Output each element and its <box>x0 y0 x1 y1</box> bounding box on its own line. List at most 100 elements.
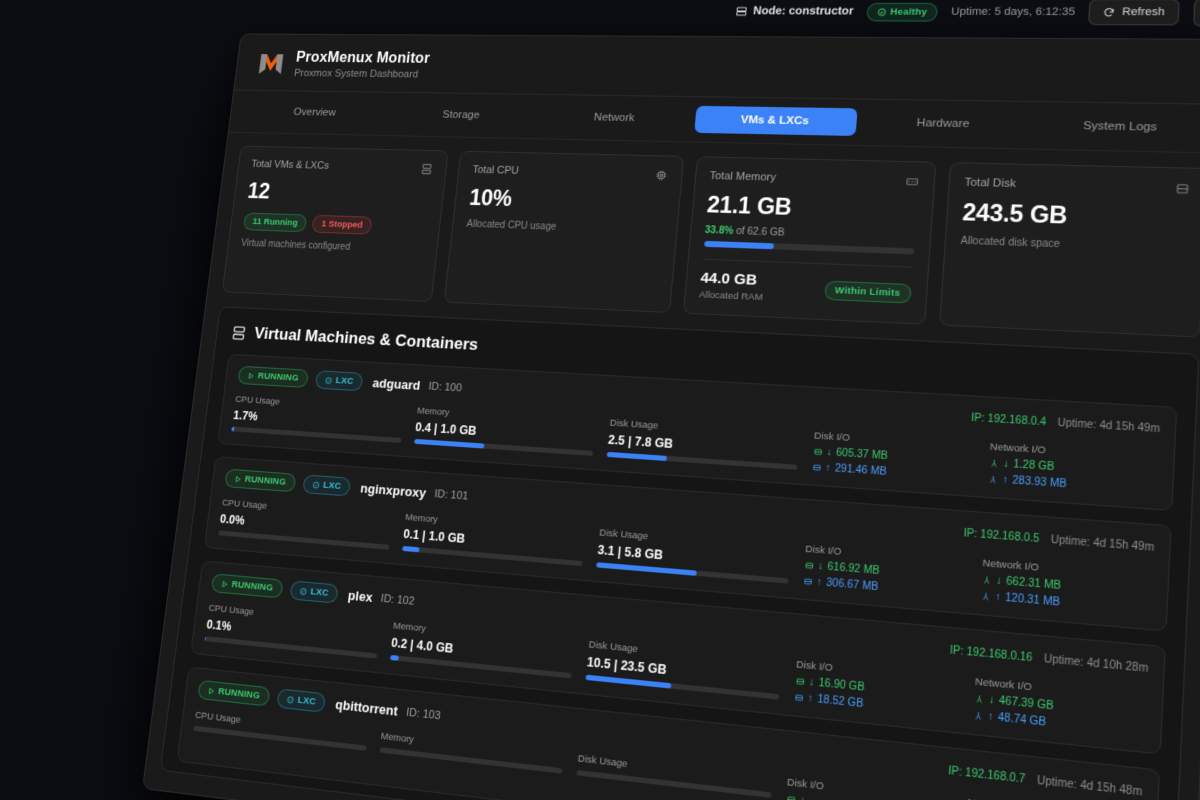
card-total-vms-note: Virtual machines configured <box>240 238 351 253</box>
vm-status-badge: RUNNING <box>224 468 297 493</box>
vm-type-badge: LXC <box>289 580 340 604</box>
card-total-disk-value: 243.5 GB <box>961 198 1068 229</box>
vm-memory-metric: Memory <box>377 731 565 795</box>
vm-type-label: LXC <box>335 375 355 387</box>
network-icon <box>989 458 1000 468</box>
up-arrow-icon: ↑ <box>807 692 814 706</box>
network-icon <box>981 575 992 586</box>
memory-meter-row: 33.8% of 62.6 GB <box>703 225 915 255</box>
network-icon <box>988 474 999 484</box>
vm-disk-metric: Disk Usage <box>574 753 772 800</box>
vm-network-meta: IP: 192.168.0.7 Uptime: 4d 15h 48m <box>948 765 1143 799</box>
hard-drive-icon <box>1175 182 1190 196</box>
vm-disk-metric: Disk Usage 10.5 | 23.5 GB <box>585 639 782 702</box>
vm-network-meta: IP: 192.168.0.5 Uptime: 4d 15h 49m <box>963 528 1154 554</box>
vm-status-label: RUNNING <box>231 579 274 594</box>
vm-name: qbittorrent <box>334 696 399 719</box>
hard-drive-icon <box>811 463 821 473</box>
network-icon <box>980 591 991 602</box>
down-arrow-icon: ↓ <box>1002 458 1010 471</box>
down-arrow-icon: ↓ <box>988 694 995 707</box>
up-arrow-icon: ↑ <box>1001 474 1009 487</box>
dashboard-window-perspective: Node: constructor Healthy Uptime: 5 days… <box>142 0 1200 800</box>
up-arrow-icon: ↑ <box>816 576 823 589</box>
box-icon <box>286 695 294 704</box>
hard-drive-icon <box>804 560 814 570</box>
vm-status-label: RUNNING <box>244 473 287 488</box>
memory-percent: 33.8% <box>704 225 734 237</box>
vm-uptime: Uptime: 4d 15h 49m <box>1050 534 1155 555</box>
hard-drive-icon <box>785 794 795 800</box>
allocated-ram-value: 44.0 GB <box>699 269 758 289</box>
vm-type-label: LXC <box>296 694 317 708</box>
vm-diskio-metric: Disk I/O ↓ 605.37 MB ↑ 291.46 MB <box>811 430 975 484</box>
vm-netio-metric: Network I/O ↓ 467.39 GB ↑ 48.74 GB <box>973 676 1148 739</box>
vm-uptime: Uptime: 4d 15h 48m <box>1036 774 1143 799</box>
vm-disk-metric: Disk Usage 2.5 | 7.8 GB <box>606 418 800 472</box>
card-total-memory: Total Memory 21.1 GB 33.8% <box>682 156 937 325</box>
vm-netio-metric: Network I/O ↓ 662.31 MB ↑ 120.31 MB <box>980 557 1153 616</box>
vm-memory-metric: Memory 0.4 | 1.0 GB <box>413 406 596 458</box>
vm-network-meta: IP: 192.168.0.4 Uptime: 4d 15h 49m <box>971 412 1160 435</box>
refresh-icon <box>1103 7 1116 18</box>
refresh-button[interactable]: Refresh <box>1088 0 1180 26</box>
network-icon <box>974 694 985 705</box>
tab-overview[interactable]: Overview <box>293 106 337 119</box>
card-total-vms-label: Total VMs & LXCs <box>250 158 330 172</box>
vm-row-list: RUNNING LXC adguard ID: 100 IP: 192.168.… <box>176 353 1178 800</box>
hard-drive-icon <box>813 447 823 457</box>
down-arrow-icon: ↓ <box>808 676 815 689</box>
vm-netio-down-value: 467.39 GB <box>998 695 1054 713</box>
play-icon <box>207 686 215 695</box>
vm-type-label: LXC <box>309 586 330 599</box>
up-arrow-icon: ↑ <box>987 710 994 724</box>
down-arrow-icon: ↓ <box>817 560 824 573</box>
vm-name: adguard <box>371 375 421 393</box>
tab-network[interactable]: Network <box>593 111 636 124</box>
vm-network-meta: IP: 192.168.0.16 Uptime: 4d 10h 28m <box>949 645 1148 676</box>
vm-cpu-metric: CPU Usage <box>191 710 369 772</box>
vm-netio-down-value: 662.31 MB <box>1005 575 1062 593</box>
health-status-badge: Healthy <box>865 2 939 22</box>
memory-total: of 62.6 GB <box>735 226 785 239</box>
card-total-cpu-label: Total CPU <box>471 164 520 177</box>
vm-name: nginxproxy <box>359 480 427 501</box>
vm-list-panel: Virtual Machines & Containers RUNNING LX… <box>159 306 1200 800</box>
vm-type-label: LXC <box>322 479 342 492</box>
tab-storage[interactable]: Storage <box>441 109 481 122</box>
down-arrow-icon: ↓ <box>995 574 1003 588</box>
down-arrow-icon: ↓ <box>826 446 833 459</box>
vm-diskio-metric: Disk I/O ↓ ↑ <box>784 776 952 800</box>
vm-memory-metric: Memory 0.2 | 4.0 GB <box>389 620 575 680</box>
theme-toggle-button[interactable] <box>1193 0 1200 27</box>
health-status-label: Healthy <box>889 6 928 18</box>
card-total-disk-note: Allocated disk space <box>960 235 1061 251</box>
dashboard-window: ProxMenux Monitor Proxmox System Dashboa… <box>142 33 1200 800</box>
tab-system-logs[interactable]: System Logs <box>1082 120 1158 134</box>
vm-netio-metric: Network I/O ↓ 1.28 GB ↑ 283.93 MB <box>988 441 1159 496</box>
tab-hardware[interactable]: Hardware <box>916 117 970 131</box>
card-total-disk: Total Disk 243.5 GB Allocated disk space <box>938 162 1200 338</box>
vm-memory-metric: Memory 0.1 | 1.0 GB <box>401 512 586 568</box>
vm-diskio-read-value: 16.90 GB <box>818 677 865 694</box>
vm-netio-down-value: 1.28 GB <box>1012 458 1055 474</box>
vm-ip-address: IP: 192.168.0.16 <box>949 644 1033 665</box>
pill-running-count: 11 Running <box>242 212 308 233</box>
vm-type-badge: LXC <box>276 688 327 713</box>
vm-netio-up-value: 283.93 MB <box>1011 474 1067 491</box>
memory-progress-fill <box>703 240 774 250</box>
tab-vms-lxcs[interactable]: VMs & LXCs <box>693 105 858 136</box>
vm-diskio-read-value: 616.92 MB <box>827 561 880 578</box>
page-title: ProxMenux Monitor <box>295 49 431 67</box>
vm-diskio-write-value: 291.46 MB <box>834 463 888 479</box>
card-total-disk-label: Total Disk <box>964 176 1017 191</box>
vm-name: plex <box>347 587 374 605</box>
memory-icon <box>905 175 920 188</box>
check-circle-icon <box>877 7 887 16</box>
vm-status-badge: RUNNING <box>210 573 284 599</box>
hard-drive-icon <box>793 692 803 703</box>
vm-cpu-metric: CPU Usage 0.0% <box>218 498 393 552</box>
card-total-memory-value: 21.1 GB <box>706 191 793 220</box>
card-total-cpu-note: Allocated CPU usage <box>466 219 557 233</box>
